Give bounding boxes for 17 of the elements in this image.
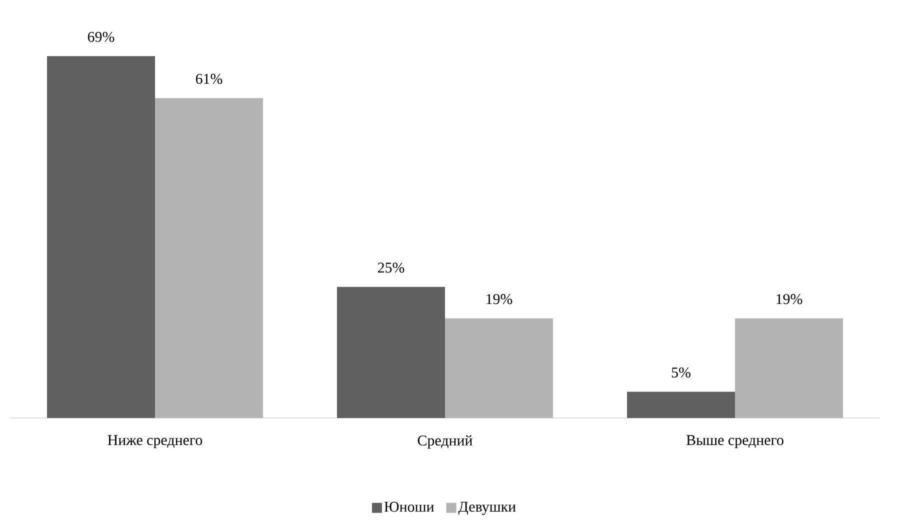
legend-label: Юноши — [384, 502, 434, 512]
data-label: 5% — [672, 367, 690, 378]
legend-label: Девушки — [458, 502, 516, 515]
bar — [337, 286, 446, 418]
bar — [627, 392, 736, 418]
data-label: 25% — [378, 262, 404, 273]
x-tick-label: Средний — [418, 435, 472, 449]
x-tick-label: Ниже среднего — [108, 435, 202, 448]
data-label: 69% — [88, 32, 114, 42]
data-label: 19% — [776, 294, 802, 304]
bar — [155, 98, 264, 418]
bar — [47, 56, 155, 418]
data-label: 19% — [486, 294, 512, 304]
x-tick-label: Выше среднего — [686, 435, 784, 448]
data-label: 61% — [196, 74, 222, 84]
bar — [445, 318, 554, 418]
bar — [735, 318, 844, 418]
